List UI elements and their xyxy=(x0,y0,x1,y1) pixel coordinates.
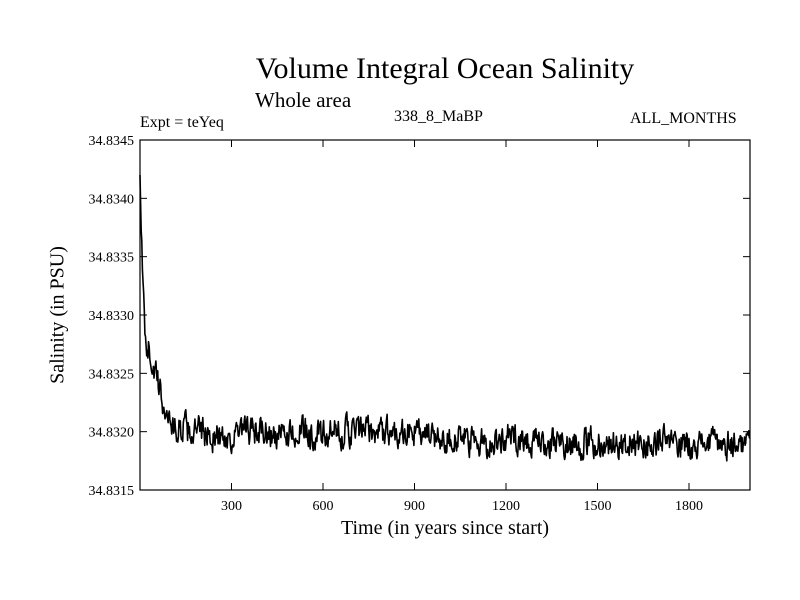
run-label: 338_8_MaBP xyxy=(394,108,483,125)
y-tick-label: 34.8345 xyxy=(89,134,135,149)
x-tick-label: 600 xyxy=(313,499,334,514)
x-tick-label: 900 xyxy=(404,499,425,514)
x-tick-label: 1500 xyxy=(584,499,612,514)
experiment-label: Expt = teYeq xyxy=(140,114,224,131)
y-tick-label: 34.8330 xyxy=(89,309,135,324)
x-axis-label: Time (in years since start) xyxy=(340,517,550,539)
y-tick-label: 34.8325 xyxy=(89,367,135,382)
months-label: ALL_MONTHS xyxy=(630,110,737,127)
axis-tick-labels: 300 600 900 1200 1500 1800 34.8315 34.8320 34.83… xyxy=(89,134,704,514)
x-tick-label: 1800 xyxy=(675,499,703,514)
x-tick-label: 1200 xyxy=(492,499,520,514)
y-tick-label: 34.8320 xyxy=(89,426,135,441)
series-line xyxy=(139,174,751,462)
axis-ticks xyxy=(140,139,750,491)
chart-subtitle: Whole area xyxy=(255,88,352,112)
chart-title: Volume Integral Ocean Salinity xyxy=(255,52,635,85)
y-tick-label: 34.8335 xyxy=(89,251,135,266)
y-tick-label: 34.8340 xyxy=(89,192,135,207)
x-tick-label: 300 xyxy=(221,499,242,514)
y-tick-label: 34.8315 xyxy=(89,484,135,499)
